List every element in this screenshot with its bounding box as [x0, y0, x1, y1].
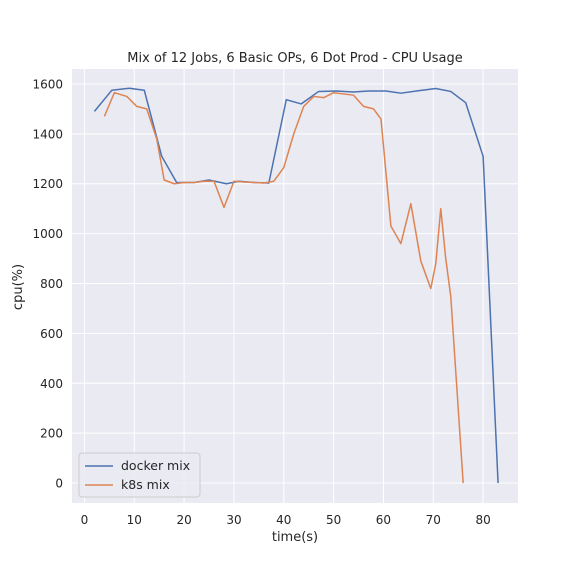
x-tick-label: 70: [426, 513, 441, 527]
chart-title: Mix of 12 Jobs, 6 Basic OPs, 6 Dot Prod …: [127, 51, 462, 66]
legend-box: [78, 452, 201, 498]
y-tick-label: 1600: [32, 77, 63, 91]
y-tick-label: 1400: [32, 127, 63, 141]
y-tick-label: 1000: [32, 227, 63, 241]
grid-lines: [72, 69, 518, 503]
series-line-docker-mix: [93, 87, 499, 484]
x-tick-label: 0: [81, 513, 89, 527]
legend: docker mix k8s mix: [78, 452, 201, 498]
x-tick-label: 50: [326, 513, 341, 527]
series-line-k8s-mix: [103, 91, 464, 484]
x-tick-label: 10: [127, 513, 142, 527]
x-tick-label: 30: [226, 513, 241, 527]
y-tick-label: 1200: [32, 177, 63, 191]
plot-area: [72, 69, 518, 503]
y-tick-label: 0: [55, 477, 63, 491]
x-axis-label: time(s): [272, 530, 318, 545]
x-tick-label: 60: [376, 513, 391, 527]
y-tick-label: 400: [40, 377, 63, 391]
legend-label-docker-mix: docker mix: [121, 458, 190, 473]
legend-label-k8s-mix: k8s mix: [121, 477, 170, 492]
series-lines: [93, 87, 499, 484]
y-tick-label: 200: [40, 427, 63, 441]
y-tick-label: 600: [40, 327, 63, 341]
x-tick-label: 20: [176, 513, 191, 527]
y-axis-label: cpu(%): [11, 264, 26, 310]
y-tick-label: 800: [40, 277, 63, 291]
x-tick-label: 80: [475, 513, 490, 527]
tick-labels: 0 10 20 30 40 50 60 70 8002004006008001000120014…: [32, 77, 490, 527]
x-tick-label: 40: [276, 513, 291, 527]
